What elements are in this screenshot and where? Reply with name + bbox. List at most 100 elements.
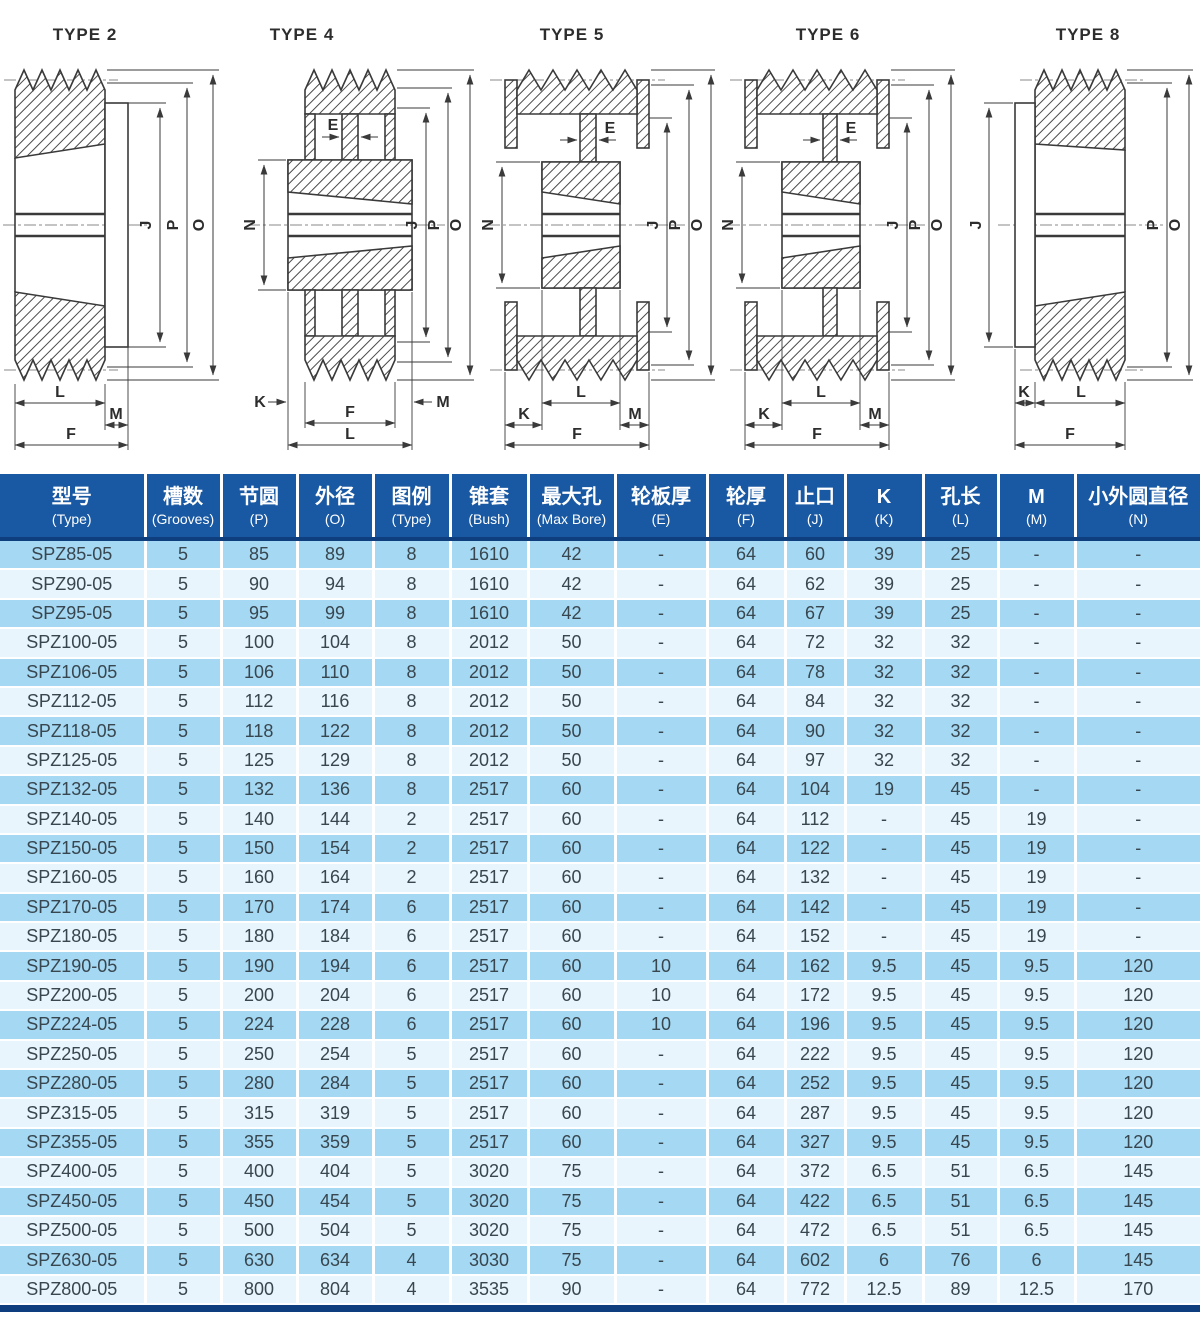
column-header-11: 孔长 (L) bbox=[923, 474, 1000, 541]
cell: 60 bbox=[528, 980, 617, 1012]
cell: - bbox=[998, 745, 1077, 777]
cell: 32 bbox=[845, 716, 925, 747]
cell: 140 bbox=[221, 804, 299, 835]
cell: 19 bbox=[998, 863, 1077, 894]
cell: SPZ250-05 bbox=[0, 1039, 147, 1071]
dim-label-P: P bbox=[1145, 219, 1162, 230]
cell: 60 bbox=[528, 1010, 617, 1041]
cell: 45 bbox=[923, 951, 1000, 982]
cell: 45 bbox=[923, 1098, 1000, 1129]
diagram-type-6: TYPE 6 E N J bbox=[720, 0, 960, 474]
cell: 504 bbox=[297, 1215, 375, 1247]
table-row: SPZ132-05 5 132 136 8 2517 60-64 104 19 45- - bbox=[0, 775, 1200, 806]
cell: 5 bbox=[145, 745, 223, 777]
cell: 9.5 bbox=[998, 1039, 1077, 1071]
cell: 2517 bbox=[450, 1039, 530, 1071]
cell: - bbox=[998, 657, 1077, 688]
table-row: SPZ355-05 5 355 359 5 2517 60-64 327 9.5 45 9.5 120 bbox=[0, 1127, 1200, 1159]
cell: SPZ200-05 bbox=[0, 980, 147, 1012]
web-plate bbox=[1014, 102, 1036, 348]
column-header-2: 节圆 (P) bbox=[221, 474, 299, 541]
column-header-7: 轮板厚 (E) bbox=[615, 474, 709, 541]
cell: 106 bbox=[221, 657, 299, 688]
dim-label-M: M bbox=[109, 406, 122, 423]
cell: 200 bbox=[221, 980, 299, 1012]
cell: 60 bbox=[528, 1039, 617, 1071]
rim-cross-section bbox=[756, 68, 878, 115]
cell: 800 bbox=[221, 1274, 299, 1306]
cell: 9.5 bbox=[845, 1098, 925, 1129]
cell: - bbox=[845, 922, 925, 953]
cell: 6 bbox=[373, 1010, 452, 1041]
cell: 95 bbox=[221, 598, 299, 630]
table-row: SPZ160-05 5 160 164 2 2517 60-64 132-45 19- bbox=[0, 863, 1200, 894]
cell: 8 bbox=[373, 686, 452, 718]
cell: 64 bbox=[707, 1098, 787, 1129]
cell: 190 bbox=[221, 951, 299, 982]
cell: 10 bbox=[615, 980, 709, 1012]
cell: 64 bbox=[707, 1274, 787, 1306]
cell: 9.5 bbox=[998, 1098, 1077, 1129]
table-row: SPZ180-05 5 180 184 6 2517 60-64 152-45 19- bbox=[0, 922, 1200, 953]
cell: 64 bbox=[707, 1215, 787, 1247]
cell: 5 bbox=[145, 1215, 223, 1247]
cell: 64 bbox=[707, 745, 787, 777]
cell: 60 bbox=[785, 539, 847, 571]
cell: 60 bbox=[528, 775, 617, 806]
cell: 60 bbox=[528, 1127, 617, 1159]
cell: 32 bbox=[923, 686, 1000, 718]
cell: 64 bbox=[707, 1010, 787, 1041]
cell: 327 bbox=[785, 1127, 847, 1159]
cell: 5 bbox=[145, 863, 223, 894]
cell: - bbox=[615, 657, 709, 688]
table-row: SPZ200-05 5 200 204 6 2517 60 10 64 172 9.5 45 9.5 12… bbox=[0, 980, 1200, 1012]
cell: 2012 bbox=[450, 628, 530, 659]
cell: 9.5 bbox=[998, 1010, 1077, 1041]
cell: 8 bbox=[373, 657, 452, 688]
cell: 64 bbox=[707, 863, 787, 894]
cell: 75 bbox=[528, 1215, 617, 1247]
cell: 602 bbox=[785, 1245, 847, 1276]
cell: 5 bbox=[373, 1127, 452, 1159]
cell: 2517 bbox=[450, 1098, 530, 1129]
cell: 9.5 bbox=[845, 1010, 925, 1041]
dim-label-N: N bbox=[242, 219, 259, 231]
table-row: SPZ190-05 5 190 194 6 2517 60 10 64 162 9.5 45 9.5 12… bbox=[0, 951, 1200, 982]
cell: 25 bbox=[923, 569, 1000, 600]
dim-label-O: O bbox=[1167, 219, 1184, 231]
cell: 6 bbox=[373, 980, 452, 1012]
rim-cross-section bbox=[516, 68, 638, 115]
column-header-10: K (K) bbox=[845, 474, 925, 541]
cell: 450 bbox=[221, 1186, 299, 1217]
dim-label-J: J bbox=[138, 221, 155, 230]
cell: 254 bbox=[297, 1039, 375, 1071]
cell: 45 bbox=[923, 863, 1000, 894]
cell: 118 bbox=[221, 716, 299, 747]
cell: 8 bbox=[373, 569, 452, 600]
cell: 6.5 bbox=[845, 1157, 925, 1188]
cell: 252 bbox=[785, 1069, 847, 1100]
cell: 64 bbox=[707, 1127, 787, 1159]
cell: 42 bbox=[528, 569, 617, 600]
cell: - bbox=[615, 1157, 709, 1188]
cell: 120 bbox=[1075, 1010, 1200, 1041]
cell: 5 bbox=[145, 686, 223, 718]
cell: 180 bbox=[221, 922, 299, 953]
dim-label-F: F bbox=[812, 426, 822, 443]
cell: 372 bbox=[785, 1157, 847, 1188]
cell: 85 bbox=[221, 539, 299, 571]
cell: 64 bbox=[707, 892, 787, 924]
cell: 64 bbox=[707, 1157, 787, 1188]
cell: 60 bbox=[528, 951, 617, 982]
cell: 60 bbox=[528, 922, 617, 953]
cell: 2 bbox=[373, 804, 452, 835]
cell: 45 bbox=[923, 1069, 1000, 1100]
cell: 5 bbox=[145, 775, 223, 806]
cell: 2012 bbox=[450, 745, 530, 777]
cell: 5 bbox=[145, 951, 223, 982]
cell: 19 bbox=[845, 775, 925, 806]
web bbox=[579, 113, 597, 163]
cell: 8 bbox=[373, 745, 452, 777]
cell: 51 bbox=[923, 1186, 1000, 1217]
cell: 6 bbox=[373, 922, 452, 953]
